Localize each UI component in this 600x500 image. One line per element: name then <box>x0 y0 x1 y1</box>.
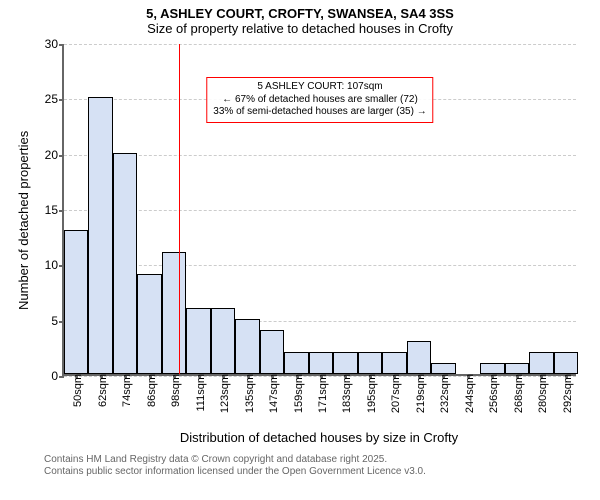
histogram-bar <box>186 308 210 374</box>
histogram-bar <box>88 97 112 374</box>
y-tick-mark <box>59 210 64 212</box>
x-axis-title: Distribution of detached houses by size … <box>62 430 576 445</box>
y-axis-title: Number of detached properties <box>16 131 31 310</box>
y-tick-mark <box>59 44 64 46</box>
histogram-bar <box>407 341 431 374</box>
callout-line3: 33% of semi-detached houses are larger (… <box>213 106 426 119</box>
callout-box: 5 ASHLEY COURT: 107sqm← 67% of detached … <box>206 77 433 123</box>
plot-area: 05101520253050sqm62sqm74sqm86sqm98sqm111… <box>62 44 576 376</box>
chart-title: 5, ASHLEY COURT, CROFTY, SWANSEA, SA4 3S… <box>0 6 600 36</box>
reference-line <box>179 44 180 374</box>
x-tick-label: 74sqm <box>117 374 133 407</box>
y-tick-mark <box>59 155 64 157</box>
x-tick-label: 256sqm <box>484 374 500 413</box>
x-tick-label: 171sqm <box>313 374 329 413</box>
x-tick-label: 207sqm <box>386 374 402 413</box>
histogram-bar <box>64 230 88 374</box>
x-tick-label: 280sqm <box>533 374 549 413</box>
histogram-bar <box>358 352 382 374</box>
gridline <box>64 265 576 266</box>
x-tick-label: 244sqm <box>460 374 476 413</box>
x-tick-label: 147sqm <box>264 374 280 413</box>
histogram-bar <box>382 352 406 374</box>
footer-line-2: Contains public sector information licen… <box>44 466 426 477</box>
histogram-bar <box>284 352 308 374</box>
property-size-histogram: 5, ASHLEY COURT, CROFTY, SWANSEA, SA4 3S… <box>0 0 600 500</box>
x-tick-label: 232sqm <box>435 374 451 413</box>
histogram-bar <box>333 352 357 374</box>
title-line-1: 5, ASHLEY COURT, CROFTY, SWANSEA, SA4 3S… <box>0 6 600 21</box>
x-tick-label: 135sqm <box>240 374 256 413</box>
x-tick-label: 219sqm <box>411 374 427 413</box>
x-tick-label: 183sqm <box>337 374 353 413</box>
gridline <box>64 210 576 211</box>
callout-line2: ← 67% of detached houses are smaller (72… <box>213 94 426 107</box>
y-tick-mark <box>59 376 64 378</box>
x-tick-label: 50sqm <box>68 374 84 407</box>
callout-line1: 5 ASHLEY COURT: 107sqm <box>213 81 426 94</box>
x-tick-label: 111sqm <box>191 374 207 412</box>
histogram-bar <box>162 252 186 374</box>
histogram-bar <box>309 352 333 374</box>
histogram-bar <box>529 352 553 374</box>
histogram-bar <box>113 153 137 374</box>
histogram-bar <box>235 319 259 374</box>
histogram-bar <box>431 363 455 374</box>
x-tick-label: 62sqm <box>93 374 109 407</box>
x-tick-label: 123sqm <box>215 374 231 413</box>
gridline <box>64 155 576 156</box>
x-tick-label: 159sqm <box>289 374 305 413</box>
histogram-bar <box>554 352 578 374</box>
x-tick-label: 195sqm <box>362 374 378 413</box>
title-line-2: Size of property relative to detached ho… <box>0 21 600 36</box>
x-tick-label: 292sqm <box>558 374 574 413</box>
histogram-bar <box>480 363 504 374</box>
y-tick-mark <box>59 99 64 101</box>
x-tick-label: 86sqm <box>142 374 158 407</box>
x-tick-label: 98sqm <box>166 374 182 407</box>
gridline <box>64 44 576 45</box>
histogram-bar <box>211 308 235 374</box>
footer-line-1: Contains HM Land Registry data © Crown c… <box>44 454 387 465</box>
x-tick-label: 268sqm <box>509 374 525 413</box>
histogram-bar <box>505 363 529 374</box>
histogram-bar <box>260 330 284 374</box>
histogram-bar <box>137 274 161 374</box>
